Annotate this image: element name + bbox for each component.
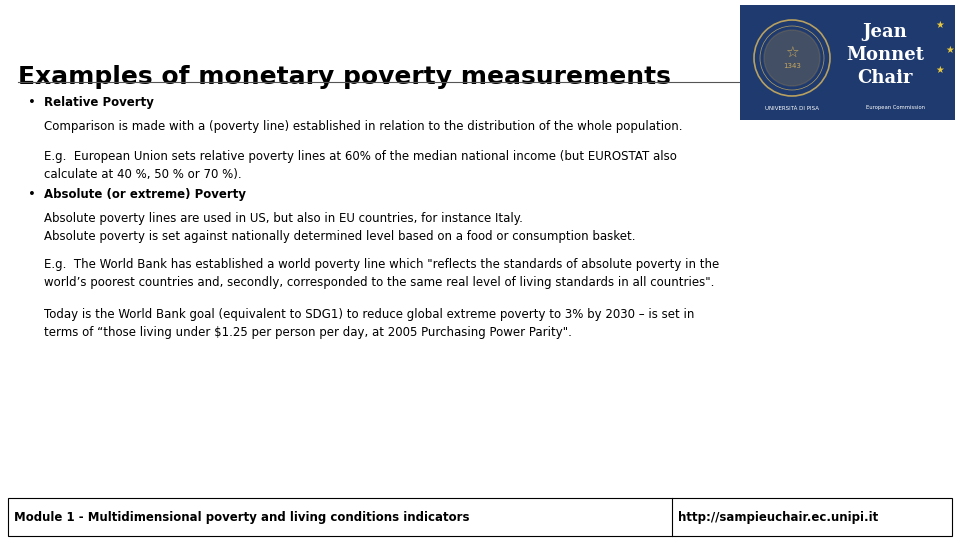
Text: http://sampieuchair.ec.unipi.it: http://sampieuchair.ec.unipi.it	[678, 510, 878, 523]
Text: Monnet: Monnet	[846, 46, 924, 64]
Text: ★: ★	[946, 45, 954, 55]
Text: •: •	[28, 96, 36, 109]
Text: Chair: Chair	[857, 69, 913, 87]
Text: ☆: ☆	[785, 45, 799, 60]
Text: E.g.  The World Bank has established a world poverty line which "reflects the st: E.g. The World Bank has established a wo…	[44, 258, 719, 289]
Bar	[740, 5, 955, 120]
Text: E.g.  European Union sets relative poverty lines at 60% of the median national i: E.g. European Union sets relative povert…	[44, 150, 677, 181]
Text: •: •	[28, 188, 36, 201]
Text: Absolute (or extreme) Poverty: Absolute (or extreme) Poverty	[44, 188, 246, 201]
Text: 1343: 1343	[783, 63, 801, 69]
Text: Absolute poverty lines are used in US, but also in EU countries, for instance It: Absolute poverty lines are used in US, b…	[44, 212, 636, 243]
Text: Relative Poverty: Relative Poverty	[44, 96, 154, 109]
Circle shape	[764, 30, 820, 86]
Text: Comparison is made with a (poverty line) established in relation to the distribu: Comparison is made with a (poverty line)…	[44, 120, 683, 133]
Text: UNIVERSITÀ DI PISA: UNIVERSITÀ DI PISA	[765, 105, 819, 111]
Text: Jean: Jean	[863, 23, 907, 41]
Text: ★: ★	[936, 20, 945, 30]
Text: ★: ★	[936, 65, 945, 75]
Bar	[8, 498, 952, 536]
Text: Today is the World Bank goal (equivalent to SDG1) to reduce global extreme pover: Today is the World Bank goal (equivalent…	[44, 308, 694, 339]
Text: European Commission: European Commission	[866, 105, 924, 111]
Text: Examples of monetary poverty measurements: Examples of monetary poverty measurement…	[18, 65, 671, 89]
Text: Module 1 - Multidimensional poverty and living conditions indicators: Module 1 - Multidimensional poverty and …	[14, 510, 469, 523]
